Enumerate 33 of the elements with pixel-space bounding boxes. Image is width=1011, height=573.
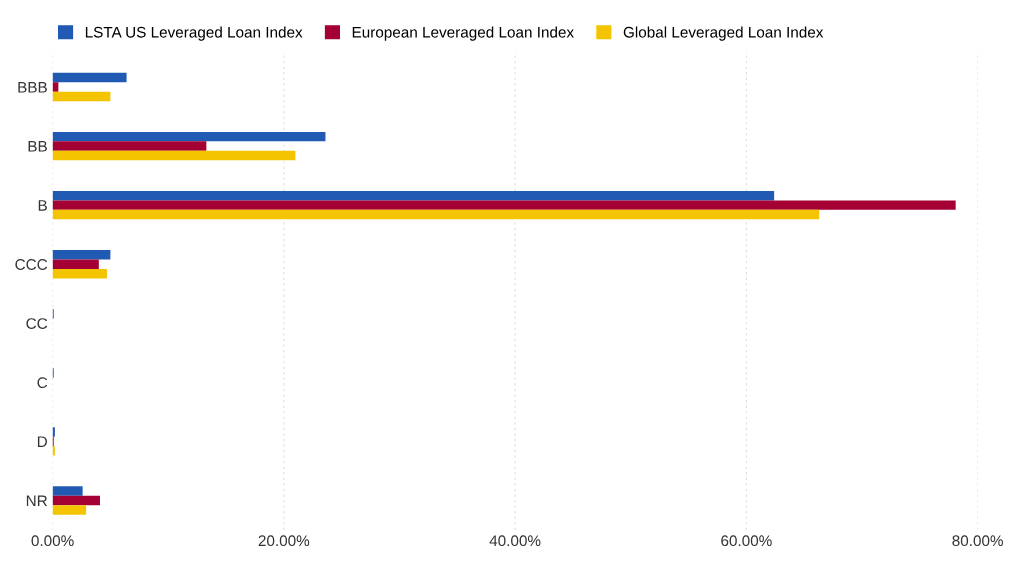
x-tick-label: 0.00% [31, 535, 74, 547]
x-tick-label: 80.00% [952, 535, 1003, 547]
legend-label: LSTA US Leveraged Loan Index [85, 26, 303, 41]
bar [52, 259, 99, 269]
bar [52, 268, 107, 279]
bar [52, 505, 87, 515]
bar [52, 250, 111, 260]
y-tick-label: NR [26, 495, 47, 507]
bar [52, 190, 775, 201]
bar [52, 82, 59, 92]
y-tick-label: CCC [15, 259, 48, 270]
legend-label: Global Leveraged Loan Index [623, 26, 824, 41]
y-tick-label: B [38, 200, 47, 211]
bar [52, 72, 127, 83]
x-tick-label: 20.00% [258, 535, 310, 547]
bar [52, 427, 55, 437]
bar [52, 486, 83, 496]
y-tick-label: C [37, 377, 48, 389]
bar [52, 150, 296, 161]
x-tick-label: 60.00% [721, 535, 772, 547]
legend-label: European Leveraged Loan Index [352, 26, 574, 41]
bar [52, 446, 55, 456]
bar [52, 141, 207, 151]
y-tick-label: CC [26, 318, 48, 329]
bar [52, 131, 326, 142]
y-tick-label: D [37, 436, 47, 447]
y-tick-label: BBB [18, 82, 47, 93]
x-tick-label: 40.00% [489, 535, 541, 547]
bar [52, 495, 100, 506]
bar [52, 200, 956, 210]
bar [52, 91, 111, 102]
y-tick-label: BB [28, 141, 47, 152]
bar [52, 209, 820, 220]
